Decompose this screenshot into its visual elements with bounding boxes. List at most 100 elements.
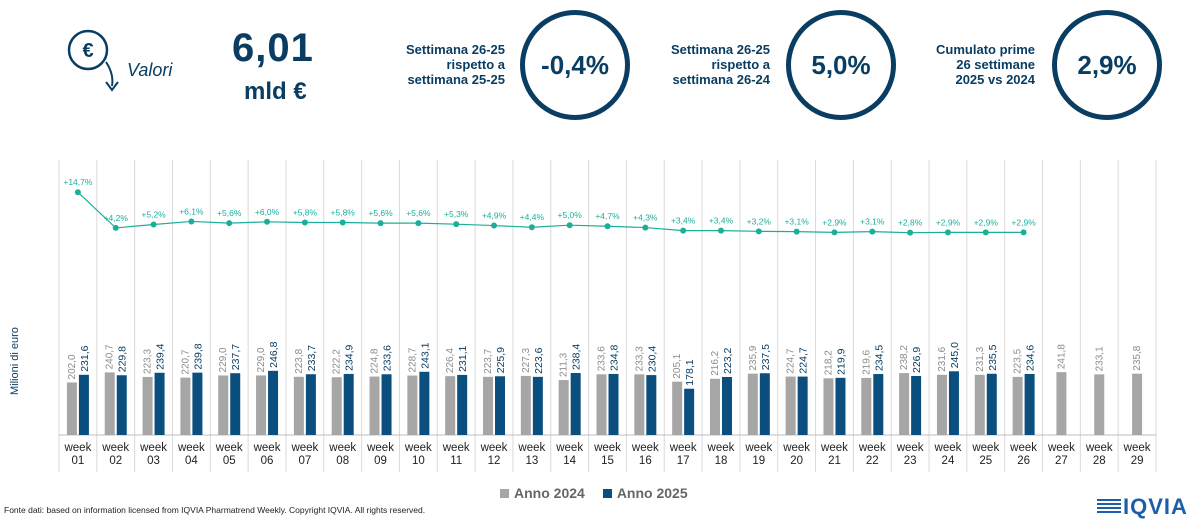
data-label-2024: 223,8	[294, 348, 305, 373]
bar-2024	[899, 373, 910, 435]
euro-down-icon: €	[67, 29, 119, 92]
x-tick-label: week 01	[63, 442, 91, 467]
x-tick-label: week 22	[858, 442, 886, 467]
growth-label: +5,2%	[141, 210, 166, 220]
growth-label: +5,6%	[406, 208, 431, 218]
bar-2024	[596, 374, 607, 435]
growth-label: +4,2%	[104, 213, 129, 223]
growth-line	[77, 191, 1024, 234]
growth-label: +3,1%	[784, 217, 809, 227]
data-label-2025: 246,8	[268, 341, 280, 367]
bar-2024	[218, 375, 229, 435]
total-unit: mld €	[244, 78, 307, 105]
bar-2024	[180, 377, 191, 435]
data-label-2025: 234,8	[609, 345, 621, 371]
bar-2025	[570, 373, 581, 435]
kpi-yoy-value: 5,0%	[786, 10, 896, 120]
logo-mark-icon	[1097, 499, 1121, 515]
x-tick-label: week 21	[820, 442, 848, 467]
growth-label: +4,9%	[482, 211, 507, 221]
data-label-2025: 224,7	[798, 347, 810, 373]
growth-point	[74, 189, 81, 196]
growth-point	[264, 218, 271, 225]
bar-2024	[256, 375, 267, 435]
growth-label: +2,9%	[974, 217, 999, 227]
data-label-2025: 229,8	[117, 346, 129, 372]
bar-2024	[936, 374, 947, 435]
data-label-2025: 233,7	[306, 345, 318, 371]
data-label-2024: 231,3	[975, 346, 986, 371]
values-label: Valori	[127, 60, 173, 80]
bar-2024	[66, 382, 77, 435]
data-label-2025: 237,5	[760, 344, 772, 370]
bar-2024	[1094, 374, 1105, 435]
growth-label: +5,8%	[293, 207, 318, 217]
bar-2024	[861, 377, 872, 435]
x-tick-label: week 14	[555, 442, 583, 467]
bar-2024	[709, 378, 720, 435]
x-tick-label: week 03	[139, 442, 167, 467]
growth-point	[415, 220, 422, 227]
kpi-cumulative-value: 2,9%	[1052, 10, 1162, 120]
data-label-2025: 231,1	[457, 345, 469, 371]
bar-2024	[104, 372, 115, 435]
x-tick-label: week 25	[971, 442, 999, 467]
kpi-weekly-value: -0,4%	[520, 10, 630, 120]
x-tick-label: week 10	[404, 442, 432, 467]
bar-2024	[445, 376, 456, 435]
data-label-2025: 239,8	[192, 343, 204, 369]
x-tick-label: week 18	[707, 442, 735, 467]
total-value: 6,01	[232, 26, 314, 70]
x-tick-label: week 17	[669, 442, 697, 467]
growth-point	[869, 228, 876, 235]
data-label-2024: 205,1	[672, 353, 683, 378]
x-tick-label: week 16	[631, 442, 659, 467]
bar-2024	[331, 377, 342, 435]
data-label-2025: 235,5	[987, 344, 999, 370]
growth-label: +4,4%	[520, 212, 545, 222]
data-label-2024: 235,9	[748, 345, 759, 370]
bar-2025	[608, 373, 619, 435]
bar-2025	[381, 374, 392, 435]
growth-label: +2,8%	[898, 218, 923, 228]
x-tick-label: week 07	[290, 442, 318, 467]
bar-2025	[684, 388, 695, 435]
bar-2025	[646, 375, 657, 435]
data-label-2024: 219,6	[861, 349, 872, 374]
data-label-2024: 227,3	[521, 347, 532, 372]
bar-2025	[116, 375, 127, 435]
bar-2025	[419, 371, 430, 435]
data-label-2025: 234,6	[1025, 345, 1037, 371]
data-label-2025: 219,9	[835, 348, 847, 374]
growth-point	[528, 224, 535, 231]
data-label-2025: 231,6	[79, 345, 91, 371]
growth-label: +4,3%	[633, 213, 658, 223]
bar-2024	[974, 374, 985, 435]
data-label-2025: 233,6	[382, 345, 394, 371]
growth-point	[793, 228, 800, 235]
bar-2024	[1012, 376, 1023, 435]
data-label-2024: 211,3	[559, 352, 570, 377]
bar-2024	[747, 373, 758, 435]
bar-2025	[532, 376, 543, 435]
x-tick-label: week 08	[328, 442, 356, 467]
x-tick-label: week 09	[366, 442, 394, 467]
data-label-2024: 224,7	[786, 348, 797, 373]
bar-2024	[407, 375, 418, 435]
growth-label: +3,1%	[860, 217, 885, 227]
growth-point	[377, 220, 384, 227]
growth-point	[301, 219, 308, 226]
bar-2025	[721, 376, 732, 435]
kpi-weekly-label: Settimana 26-25 rispetto a settimana 25-25	[406, 42, 505, 87]
bar-2024	[672, 381, 683, 435]
bar-2025	[343, 373, 354, 435]
growth-point	[944, 229, 951, 236]
data-label-2025: 243,1	[419, 342, 431, 368]
svg-text:€: €	[82, 40, 93, 62]
data-label-2024: 238,2	[899, 345, 910, 370]
x-tick-label: week 02	[101, 442, 129, 467]
data-label-2025: 234,9	[344, 344, 356, 370]
x-tick-label: week 20	[782, 442, 810, 467]
bar-2024	[823, 378, 834, 435]
data-label-2025: 178,1	[684, 359, 696, 385]
